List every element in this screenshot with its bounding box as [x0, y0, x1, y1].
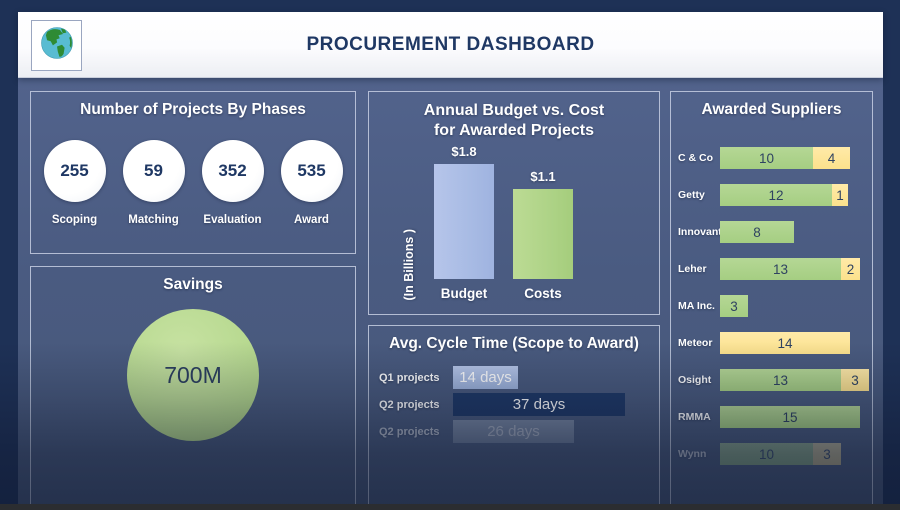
phase-label: Award [294, 214, 329, 226]
phase-value: 535 [297, 161, 326, 180]
cycle-bar: 37 days [453, 393, 625, 416]
supplier-segment-green: 8 [720, 221, 794, 243]
cycle-row: Q2 projects 37 days [369, 393, 659, 416]
cycle-row: Q2 projects 26 days [369, 420, 659, 443]
phase-item: 255 Scoping [40, 140, 110, 226]
supplier-name: MA Inc. [678, 300, 715, 312]
supplier-row: Innovant 8 [671, 221, 872, 243]
phase-value: 255 [60, 161, 89, 180]
supplier-bar: 15 [720, 406, 860, 428]
supplier-row: MA Inc. 3 [671, 295, 872, 317]
phase-label: Scoping [51, 214, 98, 226]
cycle-rows: Q1 projects 14 days Q2 projects 37 days … [369, 366, 659, 443]
supplier-row: Osight 13 3 [671, 369, 872, 391]
supplier-segment-green: 3 [720, 295, 748, 317]
phase-label: Matching [128, 214, 179, 226]
cycle-row: Q1 projects 14 days [369, 366, 659, 389]
supplier-bar: 10 3 [720, 443, 841, 465]
supplier-bar: 13 2 [720, 258, 860, 280]
supplier-rows: C & Co 10 4 Getty 12 1 Innovant 8 Leher 13… [671, 147, 872, 465]
supplier-bar: 10 4 [720, 147, 850, 169]
phase-item: 535 Award [277, 140, 347, 226]
supplier-segment-green: 10 [720, 147, 813, 169]
phase-value: 59 [144, 161, 163, 180]
supplier-name: Osight [678, 374, 712, 386]
supplier-bar: 8 [720, 221, 794, 243]
supplier-name: C & Co [678, 152, 713, 164]
savings-value: 700M [164, 361, 222, 388]
supplier-segment-yellow: 14 [720, 332, 850, 354]
savings-bubble: 700M [127, 309, 259, 441]
savings-panel-title: Savings [163, 276, 223, 293]
budget-bar [513, 189, 573, 279]
phase-circles-row: 255 Scoping 59 Matching 352 Evaluation 5… [31, 140, 355, 226]
phase-circle: 535 [280, 140, 343, 202]
budget-panel: Annual Budget vs. Cost for Awarded Proje… [368, 91, 660, 315]
supplier-name: Innovant [678, 226, 722, 238]
cycle-time-panel: Avg. Cycle Time (Scope to Award) Q1 proj… [368, 325, 660, 509]
phase-circle: 352 [201, 140, 264, 202]
budget-bar [434, 164, 494, 279]
supplier-segment-yellow: 4 [813, 147, 850, 169]
phase-value: 352 [218, 161, 247, 180]
budget-panel-title: Annual Budget vs. Cost for Awarded Proje… [369, 92, 659, 141]
supplier-row: Leher 13 2 [671, 258, 872, 280]
supplier-name: Wynn [678, 448, 707, 460]
budget-bar-stack: $1.8 [434, 138, 494, 279]
supplier-segment-yellow: 3 [841, 369, 869, 391]
budget-title-line1: Annual Budget vs. Cost [423, 102, 605, 119]
supplier-bar: 13 3 [720, 369, 869, 391]
supplier-segment-green: 13 [720, 258, 841, 280]
supplier-segment-green: 12 [720, 184, 832, 206]
dashboard-header: PROCUREMENT DASHBOARD [18, 12, 883, 78]
budget-bar-column: $1.1 Costs [513, 138, 573, 301]
cycle-row-label: Q2 projects [379, 425, 440, 438]
cycle-bar: 14 days [453, 366, 518, 389]
suppliers-panel-title: Awarded Suppliers [701, 101, 842, 118]
supplier-name: RMMA [678, 411, 711, 423]
cycle-row-label: Q1 projects [379, 371, 440, 384]
budget-bar-value: $1.8 [451, 144, 477, 159]
budget-y-axis-label: (In Billions ) [402, 229, 416, 301]
supplier-segment-yellow: 2 [841, 258, 860, 280]
cycle-panel-title: Avg. Cycle Time (Scope to Award) [389, 335, 639, 352]
supplier-row: RMMA 15 [671, 406, 872, 428]
suppliers-panel: Awarded Suppliers C & Co 10 4 Getty 12 1 I… [670, 91, 873, 508]
supplier-row: Getty 12 1 [671, 184, 872, 206]
budget-chart: (In Billions ) $1.8 Budget $1.1 Costs [369, 138, 659, 313]
supplier-segment-green: 15 [720, 406, 860, 428]
supplier-segment-yellow: 1 [832, 184, 848, 206]
budget-bar-column: $1.8 Budget [434, 138, 494, 301]
supplier-bar: 12 1 [720, 184, 848, 206]
supplier-name: Getty [678, 189, 705, 201]
cycle-row-label: Q2 projects [379, 398, 440, 411]
supplier-segment-green: 13 [720, 369, 841, 391]
phase-item: 352 Evaluation [198, 140, 268, 226]
supplier-name: Meteor [678, 337, 713, 349]
phase-label: Evaluation [203, 214, 262, 226]
cycle-bar: 26 days [453, 420, 574, 443]
page-title: PROCUREMENT DASHBOARD [306, 33, 595, 55]
budget-bar-label: Costs [524, 286, 562, 301]
supplier-segment-green: 10 [720, 443, 813, 465]
phases-panel-title: Number of Projects By Phases [80, 101, 306, 118]
phase-circle: 255 [43, 140, 106, 202]
supplier-row: Wynn 10 3 [671, 443, 872, 465]
dashboard-content: Number of Projects By Phases 255 Scoping… [18, 77, 883, 510]
supplier-row: Meteor 14 [671, 332, 872, 354]
savings-panel: Savings 700M [30, 266, 356, 508]
budget-title-line2: for Awarded Projects [433, 122, 595, 139]
budget-bar-stack: $1.1 [513, 138, 573, 279]
phases-panel: Number of Projects By Phases 255 Scoping… [30, 91, 356, 254]
supplier-segment-yellow: 3 [813, 443, 841, 465]
supplier-row: C & Co 10 4 [671, 147, 872, 169]
budget-bar-value: $1.1 [530, 169, 556, 184]
phase-item: 59 Matching [119, 140, 189, 226]
bottom-letterbox-strip [0, 504, 900, 510]
supplier-bar: 14 [720, 332, 850, 354]
budget-bar-label: Budget [440, 286, 488, 301]
supplier-name: Leher [678, 263, 707, 275]
supplier-bar: 3 [720, 295, 748, 317]
phase-circle: 59 [122, 140, 185, 202]
